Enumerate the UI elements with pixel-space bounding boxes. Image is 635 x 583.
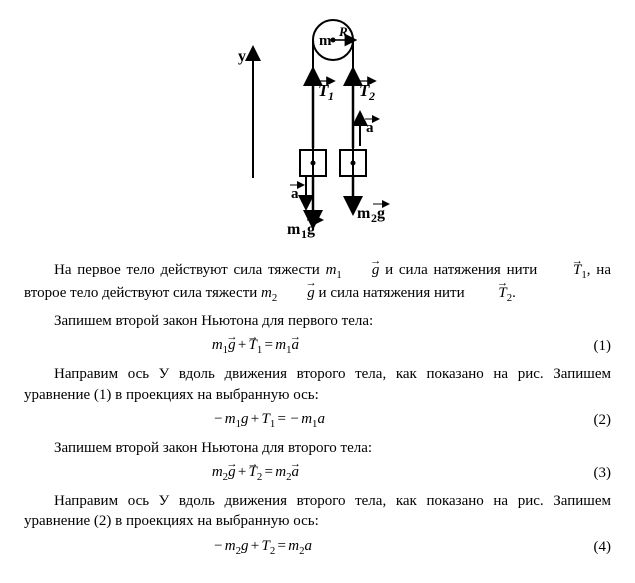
diagram-container: y m R T 1 T 2 a a [24, 18, 611, 248]
equation-2: −m1g+T1=−m1a (2) [24, 411, 611, 430]
svg-text:g: g [307, 221, 315, 238]
svg-text:a: a [366, 120, 374, 136]
svg-text:1: 1 [328, 89, 334, 103]
m1-sym: m [326, 262, 337, 278]
equation-1: m1g+T1=m1a (1) [24, 337, 611, 356]
text: . [512, 285, 516, 301]
paragraph-4: Запишем второй закон Ньютона для второго… [24, 438, 611, 458]
svg-text:2: 2 [368, 89, 375, 103]
m2-sym: m [261, 285, 272, 301]
svg-text:y: y [238, 48, 246, 65]
t1-vec: T [543, 260, 581, 280]
g2-vec: g [277, 283, 315, 303]
svg-text:R: R [338, 24, 348, 39]
svg-text:a: a [291, 186, 299, 202]
t2-vec: T [468, 283, 506, 303]
equation-4: −m2g+T2=m2a (4) [24, 538, 611, 557]
paragraph-intro: На первое тело действуют сила тяжести m1… [24, 260, 611, 305]
equation-3: m2g+T2=m2a (3) [24, 464, 611, 483]
svg-text:m: m [319, 33, 332, 49]
eq-num-3: (3) [571, 465, 611, 482]
text: и сила натяжения нити [379, 262, 543, 278]
svg-text:m: m [357, 205, 371, 222]
paragraph-2: Запишем второй закон Ньютона для первого… [24, 311, 611, 331]
paragraph-3: Направим ось У вдоль движения второго те… [24, 364, 611, 405]
svg-text:m: m [287, 221, 301, 238]
eq-num-1: (1) [571, 338, 611, 355]
text: и сила натяжения нити [315, 285, 469, 301]
pulley-diagram: y m R T 1 T 2 a a [213, 18, 423, 243]
svg-text:g: g [377, 205, 385, 222]
g-vec: g [342, 260, 380, 280]
eq-num-4: (4) [571, 539, 611, 556]
eq-num-2: (2) [571, 412, 611, 429]
paragraph-5: Направим ось У вдоль движения второго те… [24, 491, 611, 532]
